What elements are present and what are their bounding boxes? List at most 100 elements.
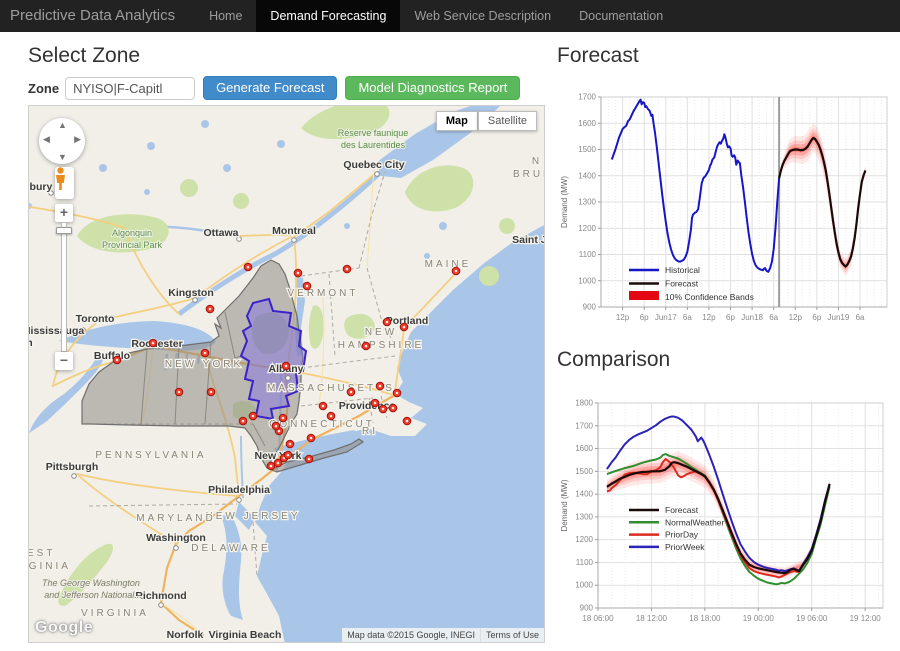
generator-marker-icon[interactable] bbox=[382, 317, 392, 327]
state-label: VERMONT bbox=[288, 288, 359, 299]
generator-marker-icon[interactable] bbox=[174, 387, 184, 397]
city-label: Mississauga bbox=[29, 325, 84, 337]
generator-marker-icon[interactable] bbox=[346, 387, 356, 397]
nav-item-demand-forecasting[interactable]: Demand Forecasting bbox=[256, 0, 401, 32]
app-brand[interactable]: Predictive Data Analytics bbox=[10, 7, 176, 24]
selected-zone-capital[interactable] bbox=[239, 297, 308, 421]
zone-input[interactable] bbox=[65, 76, 196, 100]
state-label: NEW YORK bbox=[165, 359, 243, 370]
generator-marker-icon[interactable] bbox=[326, 411, 336, 421]
pan-down-icon[interactable]: ▼ bbox=[58, 152, 67, 162]
generator-marker-icon[interactable] bbox=[273, 458, 283, 468]
svg-text:6a: 6a bbox=[856, 313, 865, 322]
generator-marker-icon[interactable] bbox=[200, 348, 210, 358]
map-type-map-button[interactable]: Map bbox=[435, 111, 478, 131]
generator-marker-icon[interactable] bbox=[392, 388, 402, 398]
comparison-chart: 900 1000 1100 1200 1300 1400 1500 1600 1700 1800 1… bbox=[557, 393, 893, 638]
generator-marker-icon[interactable] bbox=[399, 322, 409, 332]
generator-marker-icon[interactable] bbox=[375, 381, 385, 391]
generator-marker-icon[interactable] bbox=[285, 439, 295, 449]
pan-left-icon[interactable]: ◀ bbox=[43, 134, 50, 144]
legend-label: Historical bbox=[665, 265, 700, 275]
city-label: Norfolk bbox=[167, 629, 204, 641]
terms-of-use-link[interactable]: Terms of Use bbox=[479, 628, 544, 642]
zoom-slider-handle[interactable] bbox=[56, 227, 72, 234]
generator-marker-icon[interactable] bbox=[248, 411, 258, 421]
generator-marker-icon[interactable] bbox=[304, 454, 314, 464]
zoom-out-button[interactable]: − bbox=[55, 352, 73, 370]
generator-marker-icon[interactable] bbox=[302, 281, 312, 291]
pan-control[interactable]: ▲ ▼ ◀ ▶ bbox=[39, 118, 85, 164]
state-label: MARYLAND bbox=[136, 513, 215, 524]
generate-forecast-button[interactable]: Generate Forecast bbox=[203, 76, 338, 100]
pan-up-icon[interactable]: ▲ bbox=[58, 120, 67, 130]
city-label: Montreal bbox=[272, 225, 316, 237]
generator-marker-icon[interactable] bbox=[112, 355, 122, 365]
nyiso-zones-overlay[interactable] bbox=[81, 259, 365, 473]
generator-marker-icon[interactable] bbox=[271, 421, 281, 431]
generator-marker-icon[interactable] bbox=[283, 450, 293, 460]
generator-marker-icon[interactable] bbox=[281, 361, 291, 371]
city-label: Quebec City bbox=[343, 159, 404, 171]
nav-item-documentation[interactable]: Documentation bbox=[579, 9, 664, 23]
generator-marker-icon[interactable] bbox=[238, 416, 248, 426]
svg-text:1800: 1800 bbox=[575, 399, 593, 408]
generator-marker-icon[interactable] bbox=[278, 413, 288, 423]
city-dot bbox=[198, 632, 204, 638]
generator-marker-icon[interactable] bbox=[318, 401, 328, 411]
generator-marker-icon[interactable] bbox=[342, 264, 352, 274]
navbar: Predictive Data Analytics Home Demand For… bbox=[0, 0, 900, 32]
generator-marker-icon[interactable] bbox=[388, 403, 398, 413]
city-dot bbox=[236, 497, 242, 503]
map-type-satellite-button[interactable]: Satellite bbox=[477, 111, 537, 131]
state-label: MASSACHUSETTS bbox=[267, 383, 395, 394]
city-dot bbox=[374, 171, 380, 177]
city-dot bbox=[236, 236, 242, 242]
generator-markers[interactable] bbox=[112, 262, 461, 471]
zoom-in-button[interactable]: + bbox=[55, 204, 73, 222]
generator-marker-icon[interactable] bbox=[402, 416, 412, 426]
map-canvas[interactable]: Sudbury TorontoMississaugadon Ottawa Montre… bbox=[29, 106, 545, 643]
google-map[interactable]: Sudbury TorontoMississaugadon Ottawa Montre… bbox=[28, 105, 545, 643]
series-forecast bbox=[606, 461, 831, 575]
svg-text:6a: 6a bbox=[769, 313, 778, 322]
city-label: Portland bbox=[386, 315, 429, 327]
nav-item-home[interactable]: Home bbox=[209, 9, 243, 23]
svg-text:6p: 6p bbox=[640, 313, 649, 322]
svg-text:900: 900 bbox=[583, 303, 597, 312]
area-label: des Laurentides bbox=[341, 140, 406, 150]
generator-marker-icon[interactable] bbox=[451, 266, 461, 276]
generator-marker-icon[interactable] bbox=[306, 433, 316, 443]
svg-text:6p: 6p bbox=[812, 313, 821, 322]
svg-text:18 12:00: 18 12:00 bbox=[636, 614, 668, 623]
google-logo[interactable]: Google bbox=[35, 619, 94, 636]
city-label: Kingston bbox=[168, 287, 214, 299]
model-diagnostics-button[interactable]: Model Diagnostics Report bbox=[345, 76, 521, 100]
area-label: Algonquin bbox=[112, 228, 152, 238]
generator-marker-icon[interactable] bbox=[148, 338, 158, 348]
city-dot bbox=[192, 297, 198, 303]
generator-marker-icon[interactable] bbox=[206, 387, 216, 397]
pegman-icon[interactable] bbox=[55, 167, 74, 199]
generator-marker-icon[interactable] bbox=[243, 262, 253, 272]
forecast-chart: 900 1000 1100 1200 1300 1400 1500 1600 1700 12p 6p… bbox=[557, 85, 893, 335]
city-dots bbox=[48, 171, 380, 638]
svg-text:1500: 1500 bbox=[575, 467, 593, 476]
generator-marker-icon[interactable] bbox=[361, 341, 371, 351]
generator-marker-icon[interactable] bbox=[205, 304, 215, 314]
svg-text:19 06:00: 19 06:00 bbox=[796, 614, 828, 623]
generator-marker-icon[interactable] bbox=[370, 398, 380, 408]
zoom-slider-track[interactable] bbox=[61, 222, 67, 352]
map-labels: Sudbury TorontoMississaugadon Ottawa Montre… bbox=[29, 127, 545, 642]
svg-text:19 00:00: 19 00:00 bbox=[743, 614, 775, 623]
generator-marker-icon[interactable] bbox=[266, 461, 276, 471]
city-label: Saint John bbox=[512, 234, 545, 246]
pan-right-icon[interactable]: ▶ bbox=[74, 134, 81, 144]
svg-text:18 06:00: 18 06:00 bbox=[582, 614, 614, 623]
svg-text:12p: 12p bbox=[702, 313, 716, 322]
state-label: CONNECTICUT bbox=[269, 419, 375, 430]
generator-marker-icon[interactable] bbox=[378, 404, 388, 414]
svg-text:1000: 1000 bbox=[575, 581, 593, 590]
generator-marker-icon[interactable] bbox=[293, 268, 303, 278]
nav-item-web-service-description[interactable]: Web Service Description bbox=[414, 9, 552, 23]
